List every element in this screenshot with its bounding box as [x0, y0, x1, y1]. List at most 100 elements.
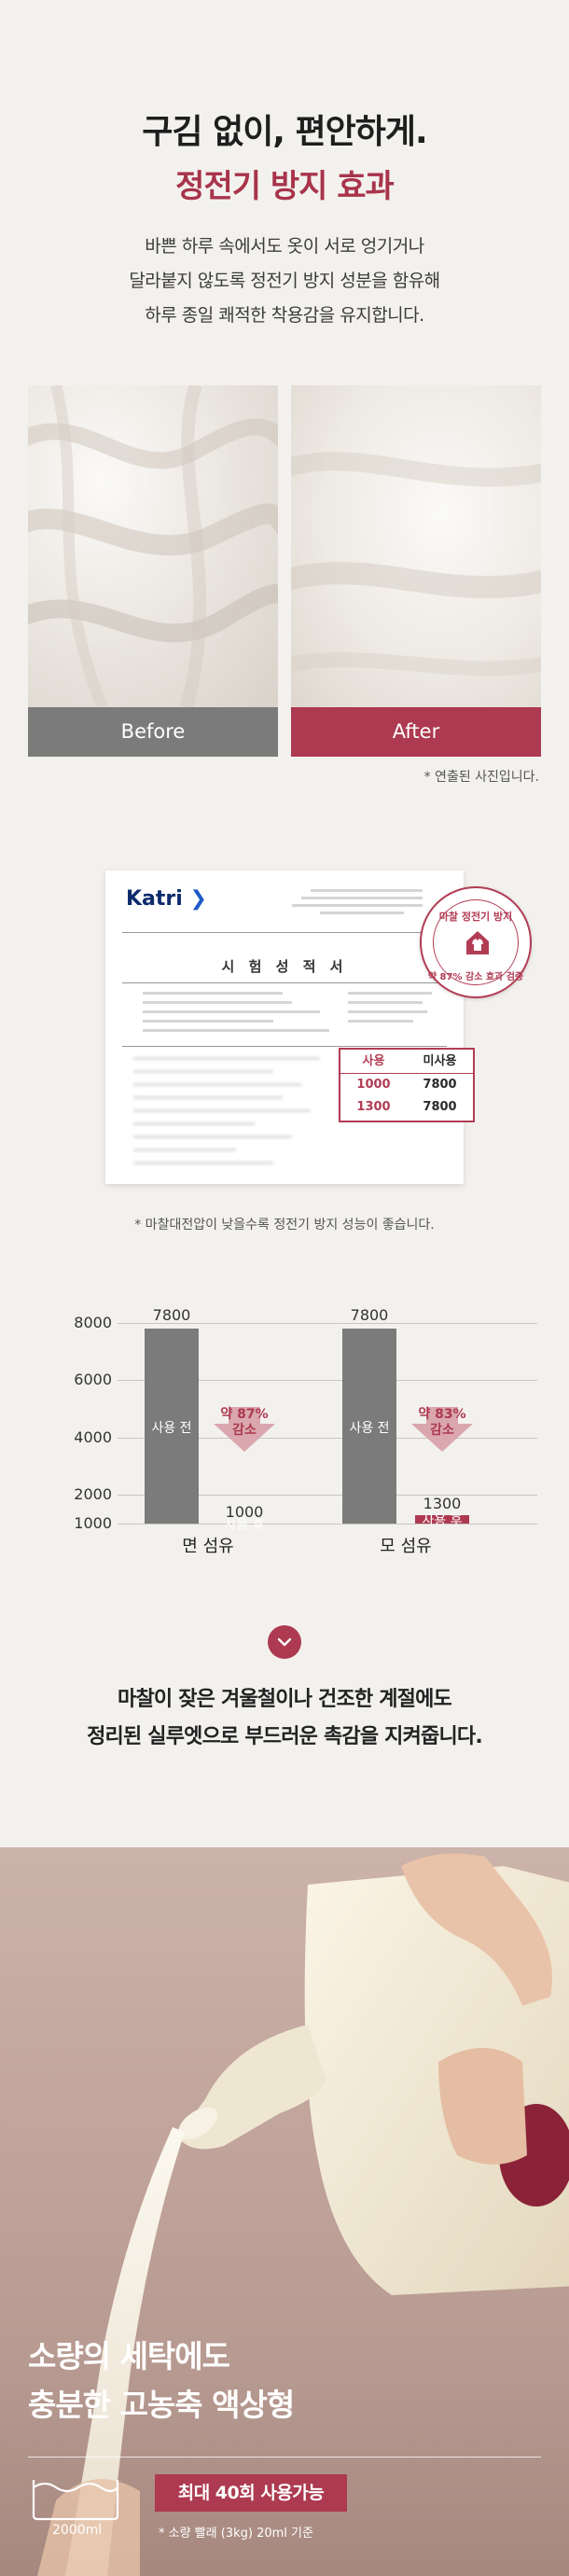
benefit-message-line: 마찰이 잦은 겨울철이나 건조한 계절에도	[118, 1688, 452, 1711]
hero-headline: 구김 없이, 편안하게.	[142, 113, 427, 151]
after-label: After	[291, 707, 541, 757]
fine-print	[348, 1001, 423, 1004]
volume-label: 2000ml	[52, 2523, 103, 2538]
fine-print	[143, 1029, 329, 1032]
blurred-text	[133, 1070, 273, 1073]
stamp-inner-ring	[433, 899, 519, 985]
product-headline-line: 소량의 세탁에도	[28, 2338, 230, 2374]
grid-line	[118, 1495, 537, 1497]
fine-print	[348, 992, 432, 995]
y-tick-label: 6000	[74, 1371, 112, 1389]
before-label: Before	[28, 707, 278, 757]
verification-stamp: 마찰 정전기 방지 약 87% 감소 효과 검증	[420, 886, 532, 998]
result-table: 사용 미사용 1000 7800 1300 7800	[339, 1048, 475, 1122]
bar-series-label: 사용 후	[224, 1518, 265, 1533]
before-after-comparison: Before After	[28, 385, 541, 757]
blurred-text	[133, 1162, 273, 1164]
reduction-word: 감소	[232, 1423, 257, 1438]
fine-print	[143, 1020, 273, 1023]
product-pour-section: 소량의 세탁에도 충분한 고농축 액상형 2000ml 최대 40회 사용가능 …	[0, 1847, 569, 2576]
product-headline: 소량의 세탁에도 충분한 고농축 액상형	[28, 2332, 295, 2430]
blurred-text	[133, 1109, 311, 1112]
down-arrow-icon	[411, 1407, 473, 1452]
usage-count-badge: 최대 40회 사용가능	[155, 2474, 347, 2512]
y-tick-label: 2000	[74, 1485, 112, 1504]
fine-print	[301, 897, 423, 899]
stamp-top-text: 마찰 정전기 방지	[438, 911, 513, 923]
grid-line	[118, 1323, 537, 1324]
category-label: 면 섬유	[182, 1537, 234, 1556]
product-headline-line: 충분한 고농축 액상형	[28, 2387, 295, 2423]
after-fabric-photo	[291, 385, 541, 707]
fine-print	[311, 889, 423, 892]
stamp-bottom-text: 약 87% 감소 효과 검증	[427, 972, 524, 982]
table-header-used: 사용	[362, 1054, 385, 1068]
result-table-header: 사용 미사용	[340, 1050, 473, 1074]
blurred-text	[133, 1057, 320, 1060]
chevron-down-icon	[277, 1637, 292, 1647]
fine-print	[320, 912, 404, 914]
table-cell: 7800	[423, 1100, 457, 1114]
grid-line	[118, 1437, 537, 1439]
after-panel: After	[291, 385, 541, 757]
divider	[28, 2457, 541, 2458]
blurred-text	[133, 1149, 236, 1151]
blurred-text	[133, 1083, 301, 1086]
divider	[122, 1046, 447, 1047]
down-arrow-icon	[214, 1407, 275, 1452]
shirt-home-icon	[466, 931, 489, 954]
before-panel: Before	[28, 385, 278, 757]
beaker-icon	[32, 2480, 119, 2521]
reduction-percent: 약 87%	[220, 1407, 269, 1422]
hero-description-line: 바쁜 하루 속에서도 옷이 서로 엉기거나	[145, 236, 424, 257]
katri-logo: Katri ❯	[126, 887, 207, 911]
table-header-unused: 미사용	[423, 1054, 457, 1068]
bar-value-label: 1000	[225, 1503, 264, 1521]
detergent-pour-illustration	[37, 1853, 569, 2576]
table-cell: 1000	[356, 1078, 391, 1092]
fine-print	[348, 1020, 413, 1023]
fine-print	[143, 1010, 320, 1013]
hero-description-line: 달라붙지 않도록 정전기 방지 성분을 함유해	[129, 271, 440, 291]
blurred-text	[133, 1096, 283, 1099]
hero-subheadline: 정전기 방지 효과	[175, 168, 395, 205]
y-tick-label: 1000	[74, 1514, 112, 1532]
hero-description: 바쁜 하루 속에서도 옷이 서로 엉기거나 달라붙지 않도록 정전기 방지 성분…	[0, 230, 569, 333]
bar-series-label: 사용 전	[349, 1420, 390, 1436]
fine-print	[348, 1010, 427, 1013]
bar-series-label: 사용 후	[422, 1513, 463, 1529]
bar-before	[342, 1329, 396, 1524]
fine-print	[143, 1001, 292, 1004]
divider	[122, 982, 447, 983]
benefit-message-line: 정리된 실루엣으로 부드러운 촉감을 지켜줍니다.	[87, 1725, 483, 1748]
reduction-percent: 약 83%	[418, 1407, 466, 1422]
table-cell: 1300	[356, 1100, 391, 1114]
bar-value-label: 1300	[423, 1494, 462, 1512]
hero-description-line: 하루 종일 쾌적한 착용감을 유지합니다.	[145, 305, 424, 326]
scroll-down-button[interactable]	[268, 1625, 301, 1659]
table-row: 1300 7800	[340, 1096, 473, 1119]
katri-chevron-icon: ❯	[189, 887, 207, 911]
blurred-text	[133, 1122, 255, 1125]
reduction-word: 감소	[430, 1423, 454, 1438]
y-tick-label: 8000	[74, 1314, 112, 1331]
bar-series-label: 사용 전	[151, 1420, 192, 1436]
y-tick-label: 4000	[74, 1427, 112, 1446]
reduction-label: 약 83% 감소	[406, 1407, 479, 1439]
katri-logo-text: Katri	[126, 887, 183, 911]
bar-before	[145, 1329, 199, 1524]
static-voltage-chart: 8000 6000 4000 2000 1000 7800 사용 전 사용 후 1000 약 87…	[0, 1297, 569, 1577]
test-certificate-image: Katri ❯ 시 험 성 적 서	[105, 870, 464, 1184]
table-row: 1000 7800	[340, 1074, 473, 1096]
category-label: 모 섬유	[380, 1537, 432, 1556]
table-cell: 7800	[423, 1078, 457, 1092]
bar-value-label: 7800	[350, 1306, 389, 1325]
divider	[122, 932, 447, 933]
fine-print	[292, 904, 423, 907]
usage-basis-note: * 소량 빨래 (3kg) 20ml 기준	[159, 2527, 313, 2541]
bar-value-label: 7800	[152, 1306, 191, 1325]
benefit-message: 마찰이 잦은 겨울철이나 건조한 계절에도 정리된 실루엣으로 부드러운 촉감을…	[0, 1681, 569, 1756]
staged-photo-note: * 연출된 사진입니다.	[423, 770, 539, 785]
fine-print	[143, 992, 283, 995]
